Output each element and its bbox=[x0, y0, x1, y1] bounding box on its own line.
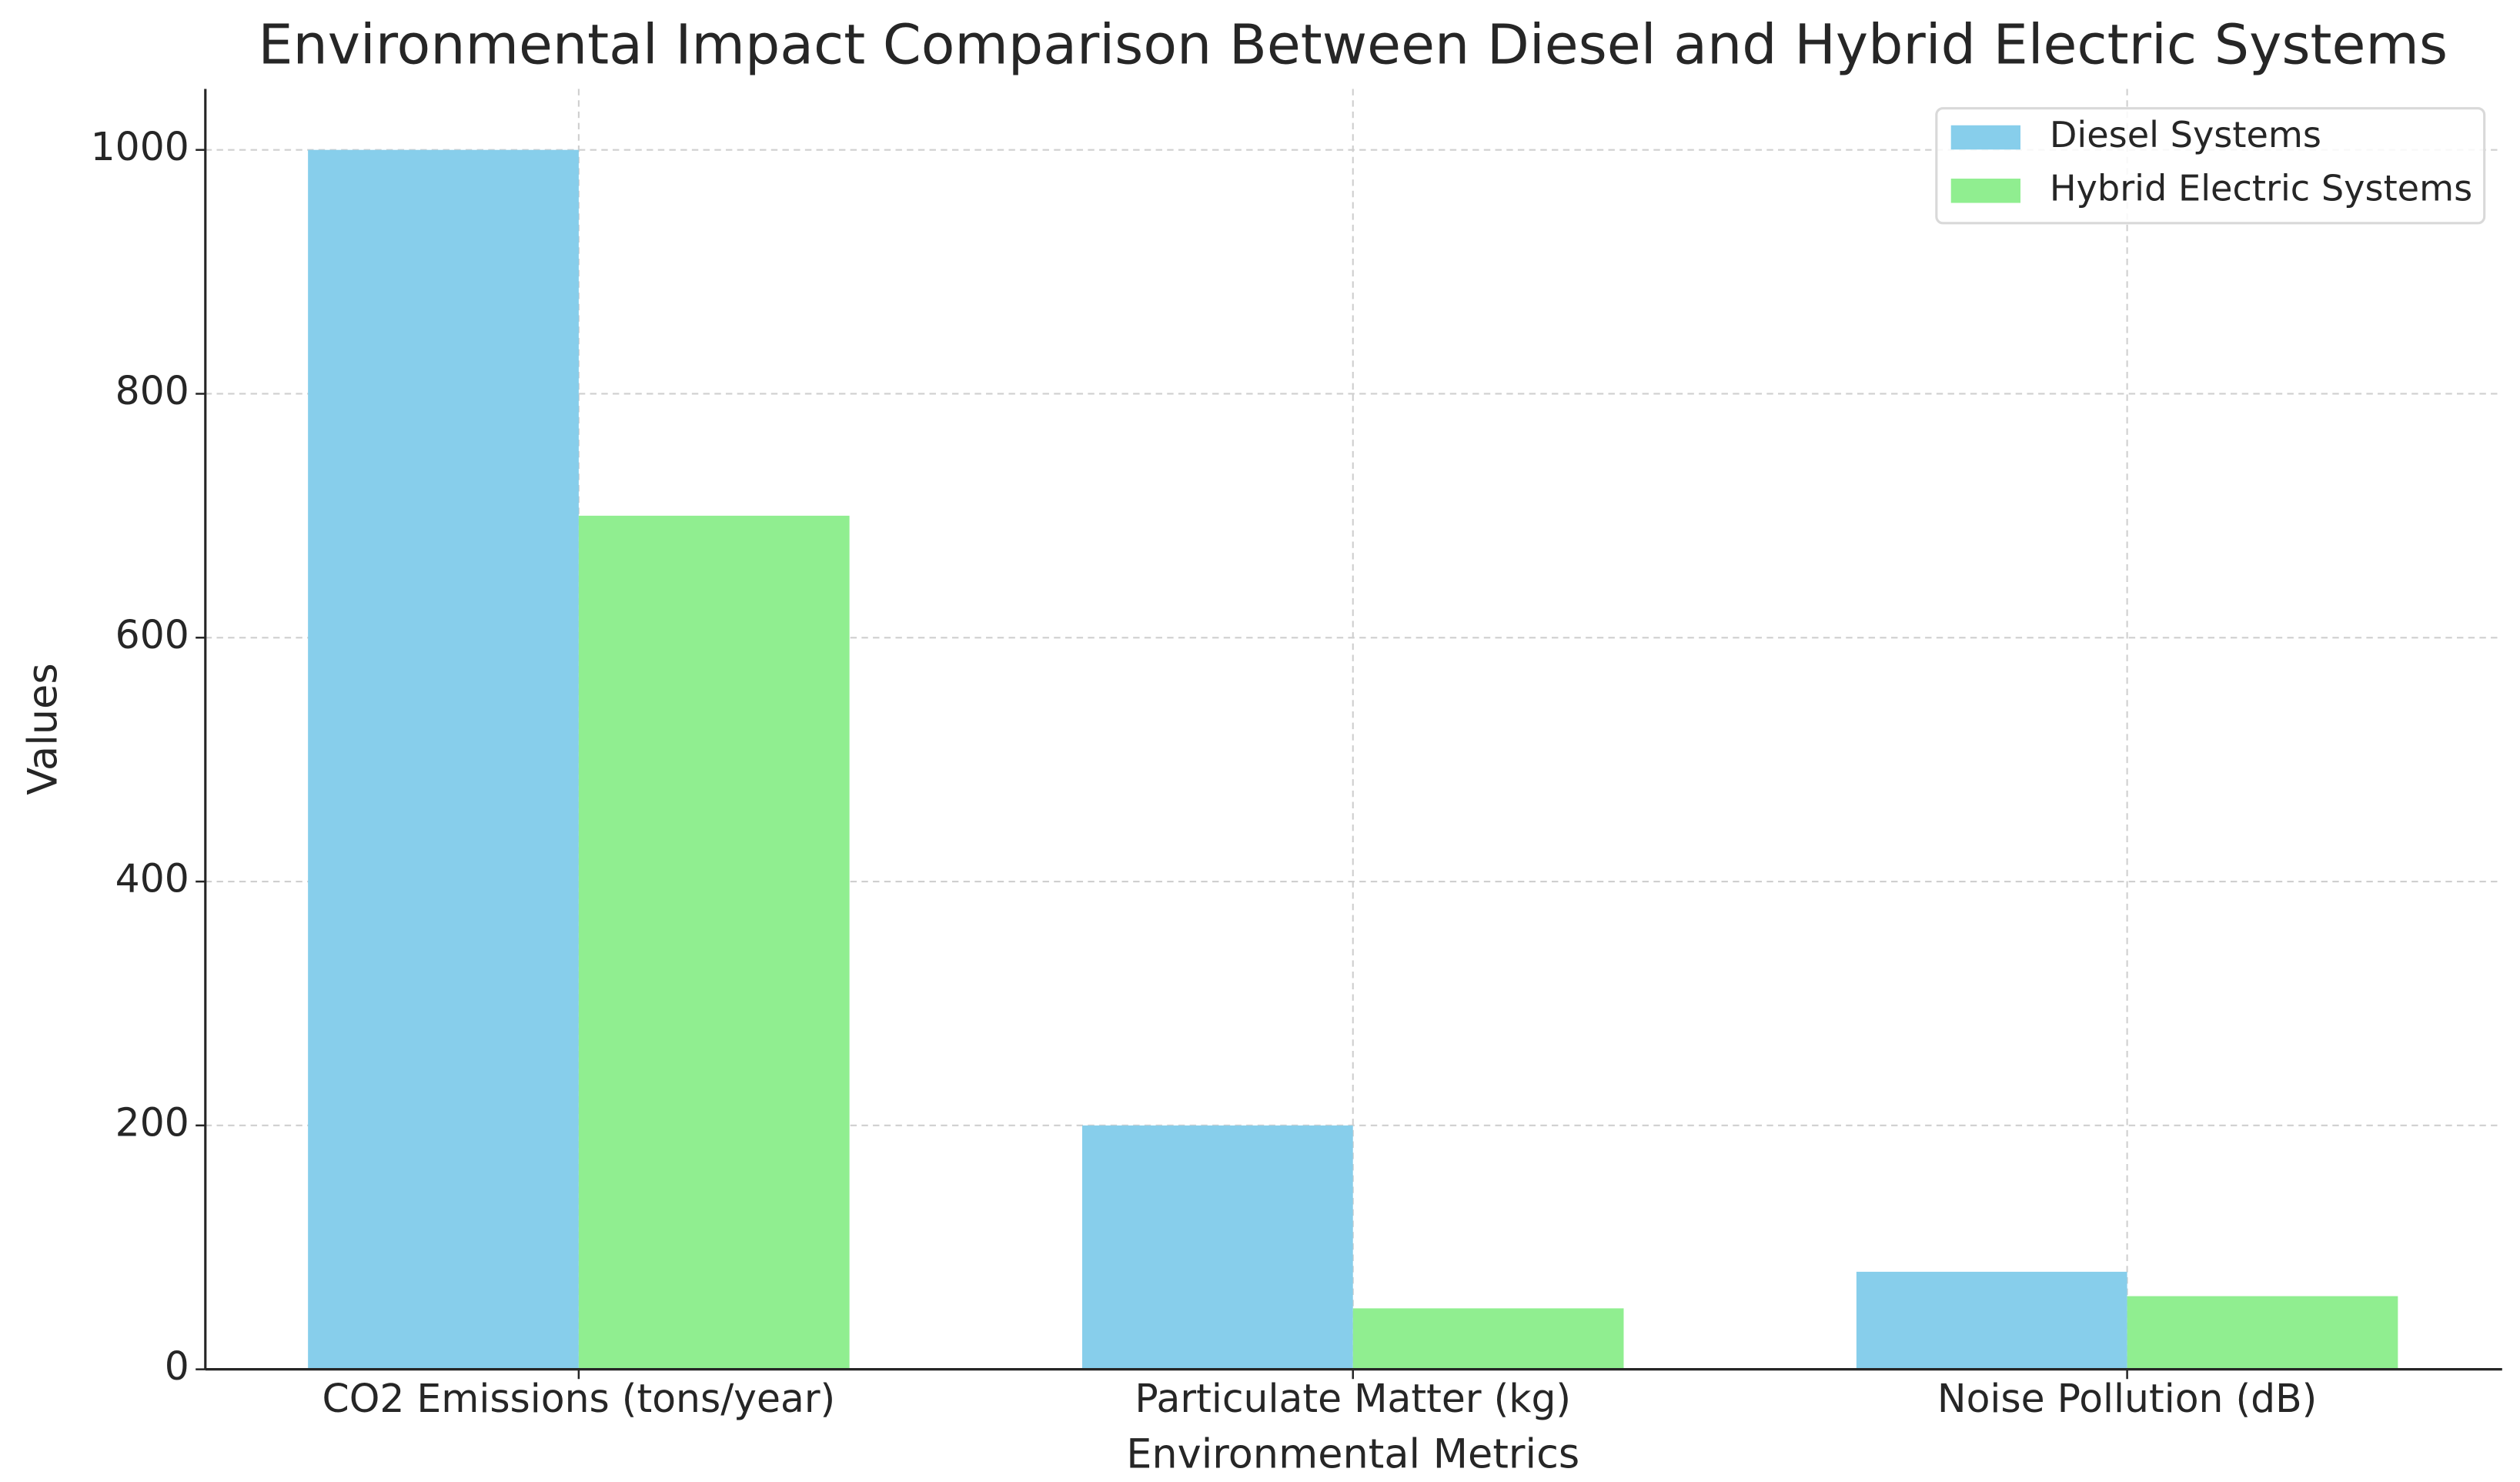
y-tick-label: 200 bbox=[115, 1099, 189, 1145]
legend: Diesel Systems Hybrid Electric Systems bbox=[1935, 107, 2486, 225]
bar bbox=[308, 149, 579, 1370]
y-tick-label: 800 bbox=[115, 368, 189, 413]
legend-swatch bbox=[1950, 179, 2021, 203]
y-tick-label: 400 bbox=[115, 856, 189, 902]
legend-label: Hybrid Electric Systems bbox=[2050, 167, 2472, 209]
y-axis-label: Values bbox=[20, 663, 67, 795]
legend-box bbox=[1935, 107, 2486, 225]
bar bbox=[1856, 1271, 2127, 1370]
bar bbox=[2127, 1296, 2398, 1370]
legend-swatch bbox=[1950, 125, 2021, 150]
chart-title: Environmental Impact Comparison Between … bbox=[258, 13, 2448, 77]
x-tick-label: Particulate Matter (kg) bbox=[1135, 1376, 1571, 1421]
y-tick-label: 0 bbox=[165, 1343, 189, 1389]
y-tick-label: 1000 bbox=[91, 124, 189, 169]
y-tick-label: 600 bbox=[115, 612, 189, 657]
x-tick-label: Noise Pollution (dB) bbox=[1937, 1376, 2317, 1421]
bar bbox=[1082, 1125, 1353, 1370]
bar bbox=[1352, 1308, 1624, 1370]
x-axis-label: Environmental Metrics bbox=[1126, 1431, 1579, 1478]
bar bbox=[578, 515, 850, 1370]
legend-label: Diesel Systems bbox=[2050, 114, 2321, 156]
x-tick-label: CO2 Emissions (tons/year) bbox=[323, 1376, 836, 1421]
